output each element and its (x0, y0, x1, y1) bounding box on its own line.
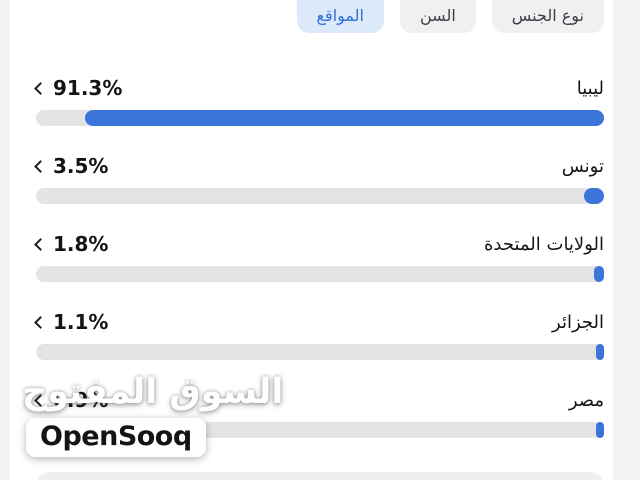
percent-value: 1.1% (34, 310, 108, 334)
percent-value: 1.8% (34, 232, 108, 256)
tab-age[interactable]: السن (399, 0, 476, 33)
country-label: ليبيا (576, 77, 604, 99)
country-label: تونس (561, 155, 604, 177)
progress-bar-fill (596, 344, 604, 360)
progress-bar-fill (584, 188, 604, 204)
progress-bar (36, 110, 604, 126)
chevron-left-icon (34, 160, 47, 173)
screen-edge-left (0, 0, 10, 480)
percent-value: 91.3% (34, 76, 122, 100)
progress-bar (36, 266, 604, 282)
stat-row-united-states[interactable]: الولايات المتحدة 1.8% (34, 231, 604, 282)
progress-bar-fill (85, 110, 604, 126)
stat-row-head: الولايات المتحدة 1.8% (34, 231, 604, 257)
percent-value: 0.9% (34, 388, 108, 412)
stat-row-head: ليبيا 91.3% (34, 75, 604, 101)
progress-bar-fill (593, 266, 604, 282)
stats-tab-bar: نوع الجنس السن المواقع (0, 0, 640, 33)
chevron-left-icon (34, 316, 47, 329)
chevron-left-icon (34, 82, 47, 95)
country-label: الولايات المتحدة (483, 233, 604, 255)
country-label: مصر (568, 389, 604, 411)
chevron-left-icon (34, 238, 47, 251)
stat-row-head: مصر 0.9% (34, 387, 604, 413)
stat-row-algeria[interactable]: الجزائر 1.1% (34, 309, 604, 360)
country-label: الجزائر (552, 311, 604, 333)
tab-gender[interactable]: نوع الجنس (491, 0, 604, 33)
progress-bar (36, 188, 604, 204)
percent-value: 3.5% (34, 154, 108, 178)
stat-row-head: الجزائر 1.1% (34, 309, 604, 335)
tab-locations[interactable]: المواقع (296, 0, 384, 33)
screen-edge-right (613, 0, 640, 480)
watermark-opensooq-badge: OpenSooq (26, 418, 206, 457)
stat-row-libya[interactable]: ليبيا 91.3% (34, 75, 604, 126)
next-section-partial (36, 472, 604, 480)
stat-row-tunisia[interactable]: تونس 3.5% (34, 153, 604, 204)
progress-bar-fill (596, 422, 604, 438)
watermark-arabic-logo: السوق المفتوح (22, 372, 284, 412)
stat-row-head: تونس 3.5% (34, 153, 604, 179)
progress-bar (36, 344, 604, 360)
locations-stat-list: ليبيا 91.3% تونس 3.5% الولايات المتحدة (0, 75, 640, 438)
